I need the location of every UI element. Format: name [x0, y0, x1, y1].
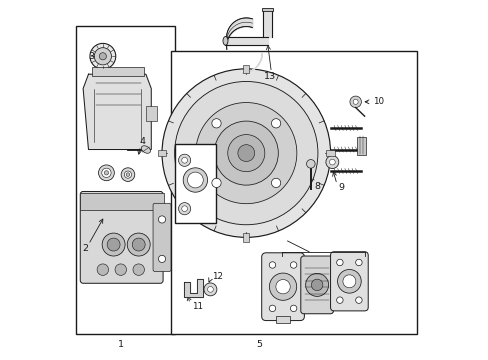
Circle shape	[121, 168, 135, 181]
Text: 1: 1	[118, 341, 123, 350]
Polygon shape	[83, 74, 151, 149]
Circle shape	[271, 119, 280, 128]
Circle shape	[305, 273, 328, 296]
Circle shape	[337, 270, 361, 293]
Circle shape	[182, 206, 187, 212]
Bar	[243, 233, 249, 242]
Circle shape	[342, 275, 355, 288]
Bar	[174, 144, 215, 223]
Bar	[262, 8, 272, 12]
Circle shape	[271, 178, 280, 188]
Circle shape	[162, 69, 330, 237]
Circle shape	[126, 173, 129, 176]
Circle shape	[355, 259, 362, 266]
Circle shape	[275, 279, 290, 294]
Text: 13: 13	[264, 72, 276, 81]
Circle shape	[102, 168, 111, 177]
Text: 10: 10	[372, 97, 383, 106]
FancyBboxPatch shape	[300, 256, 333, 314]
Circle shape	[336, 259, 343, 266]
Ellipse shape	[141, 146, 150, 153]
Circle shape	[227, 135, 264, 172]
Circle shape	[115, 264, 126, 275]
Text: 2: 2	[82, 244, 88, 253]
Circle shape	[203, 283, 217, 296]
Circle shape	[211, 178, 221, 188]
FancyBboxPatch shape	[80, 192, 163, 283]
Circle shape	[124, 171, 131, 178]
Circle shape	[178, 154, 190, 166]
FancyBboxPatch shape	[261, 253, 304, 320]
Text: 11: 11	[191, 302, 203, 311]
Circle shape	[132, 238, 145, 251]
Bar	[92, 67, 144, 76]
Circle shape	[329, 159, 335, 165]
Circle shape	[306, 159, 314, 168]
Circle shape	[183, 168, 207, 192]
Circle shape	[97, 264, 108, 275]
Circle shape	[269, 305, 275, 312]
Circle shape	[158, 255, 165, 262]
Bar	[276, 316, 289, 323]
Circle shape	[178, 203, 190, 215]
Circle shape	[102, 233, 125, 256]
Circle shape	[352, 99, 357, 104]
Circle shape	[99, 165, 114, 181]
Text: 7: 7	[285, 253, 291, 262]
Circle shape	[290, 262, 296, 268]
Bar	[171, 51, 416, 334]
Text: 9: 9	[338, 183, 344, 192]
Bar	[76, 26, 174, 334]
Bar	[158, 150, 166, 156]
Text: 5: 5	[255, 341, 261, 350]
Circle shape	[269, 262, 275, 268]
Text: 4: 4	[139, 137, 145, 146]
Bar	[357, 137, 366, 155]
Circle shape	[311, 279, 322, 291]
Circle shape	[336, 297, 343, 303]
Circle shape	[94, 48, 111, 65]
Circle shape	[349, 96, 361, 108]
Circle shape	[187, 172, 203, 188]
Circle shape	[133, 264, 144, 275]
Circle shape	[290, 305, 296, 312]
Circle shape	[174, 81, 317, 225]
Circle shape	[269, 273, 296, 300]
Circle shape	[104, 171, 108, 175]
Circle shape	[355, 297, 362, 303]
Bar	[145, 107, 156, 121]
Text: 8: 8	[313, 182, 320, 191]
Ellipse shape	[223, 37, 227, 45]
Circle shape	[195, 103, 296, 204]
Bar	[325, 150, 334, 156]
Circle shape	[182, 157, 187, 163]
Circle shape	[207, 287, 213, 292]
Text: 6: 6	[176, 148, 182, 157]
Text: 3: 3	[88, 52, 94, 61]
Text: 12: 12	[212, 271, 223, 280]
Circle shape	[99, 53, 106, 60]
Circle shape	[158, 216, 165, 223]
Circle shape	[90, 43, 116, 69]
Circle shape	[237, 145, 254, 162]
FancyBboxPatch shape	[153, 203, 171, 271]
Polygon shape	[183, 279, 203, 297]
Bar	[80, 193, 163, 211]
Bar	[243, 64, 249, 73]
Circle shape	[214, 121, 278, 185]
Circle shape	[211, 119, 221, 128]
Circle shape	[107, 238, 120, 251]
Circle shape	[325, 156, 338, 168]
FancyBboxPatch shape	[330, 252, 367, 311]
Circle shape	[127, 233, 150, 256]
